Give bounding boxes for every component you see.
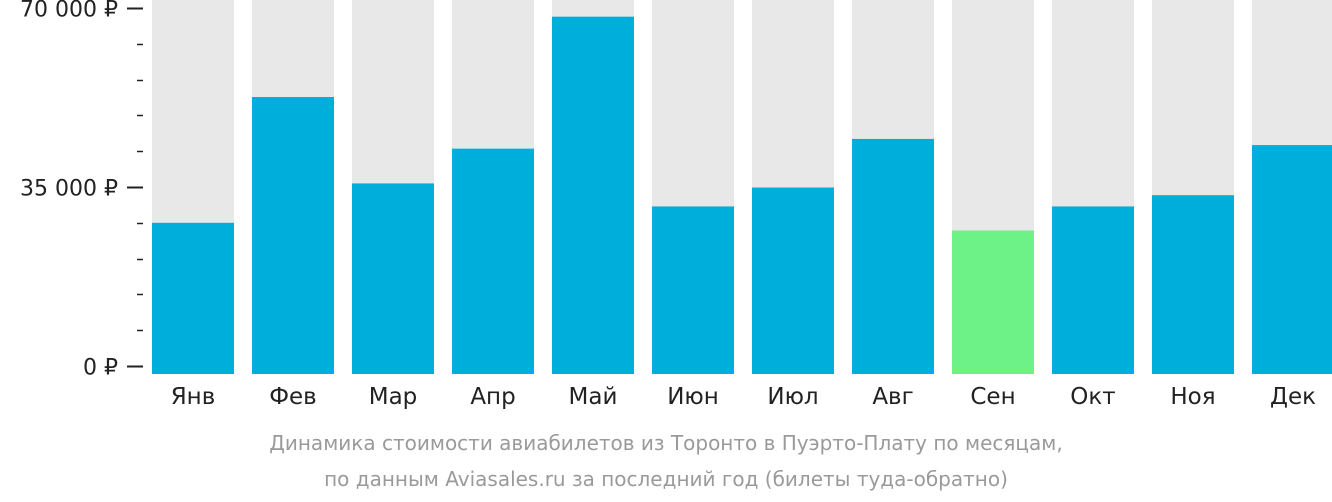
bar-6	[652, 206, 734, 374]
x-tick-label: Июн	[667, 384, 719, 410]
x-tick-label: Янв	[171, 384, 216, 410]
x-tick-label: Сен	[970, 384, 1015, 410]
bar-11	[1152, 195, 1234, 374]
x-tick-label: Апр	[470, 384, 515, 410]
bar-2	[252, 96, 334, 374]
chart-caption-line-2: по данным Aviasales.ru за последний год …	[324, 467, 1008, 491]
bar-9	[952, 230, 1034, 374]
x-tick-label: Дек	[1270, 384, 1316, 410]
bar-12	[1252, 145, 1332, 374]
x-tick-label: Июл	[767, 384, 818, 410]
bar-4	[452, 148, 534, 374]
bar-5	[552, 16, 634, 375]
y-tick-label: 35 000 ₽	[20, 177, 118, 202]
y-tick-label: 70 000 ₽	[20, 0, 118, 23]
x-tick-label: Авг	[872, 384, 913, 410]
x-tick-label: Май	[569, 384, 618, 410]
bar-7	[752, 187, 834, 374]
y-tick-label: 0 ₽	[83, 356, 118, 381]
x-tick-label: Ноя	[1170, 384, 1215, 410]
x-tick-label: Фев	[269, 384, 317, 410]
x-tick-label: Мар	[369, 384, 418, 410]
bar-10	[1052, 206, 1134, 374]
bar-3	[352, 183, 434, 374]
chart-caption-line-1: Динамика стоимости авиабилетов из Торонт…	[269, 431, 1063, 455]
bar-1	[152, 222, 234, 374]
x-tick-label: Окт	[1070, 384, 1115, 410]
bar-8	[852, 138, 934, 374]
